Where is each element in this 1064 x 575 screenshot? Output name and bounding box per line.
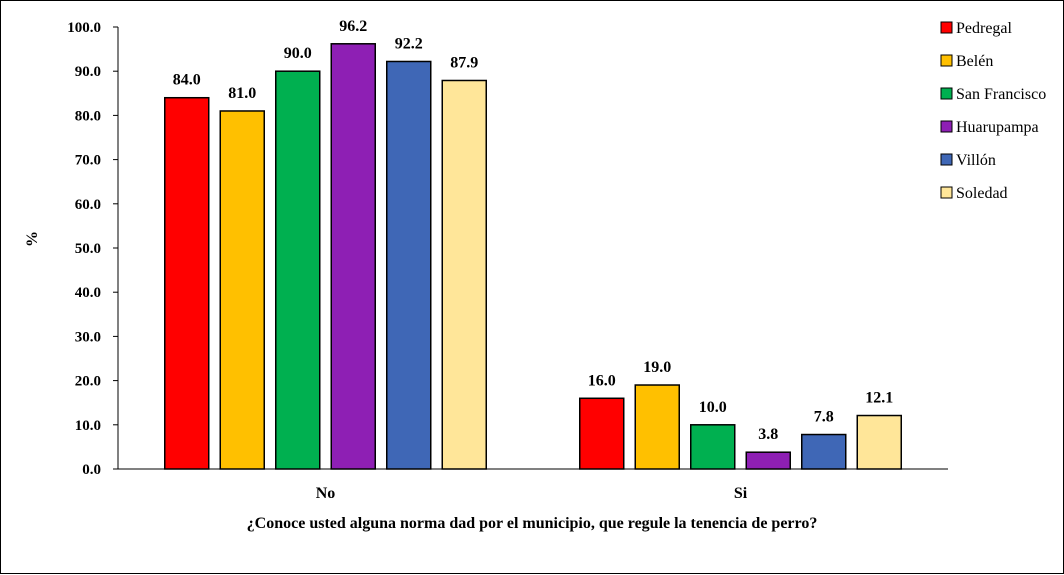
bar-si-3 bbox=[690, 424, 736, 470]
y-tick-label: 60.0 bbox=[75, 197, 101, 213]
y-tick-label: 90.0 bbox=[75, 64, 101, 80]
bar-no-5 bbox=[386, 60, 432, 470]
legend-swatch bbox=[940, 186, 953, 199]
data-label: 84.0 bbox=[173, 72, 201, 89]
legend-label: Huarupampa bbox=[956, 119, 1039, 136]
legend-label: Soledad bbox=[956, 185, 1008, 202]
data-label: 16.0 bbox=[588, 372, 616, 389]
x-axis-categories: No Si bbox=[316, 485, 748, 502]
y-axis-ticks: 0.0 10.0 20.0 30.0 40.0 50.0 60.0 70.0 80.0 90.0 1… bbox=[67, 20, 118, 478]
legend-label: Pedregal bbox=[956, 20, 1013, 37]
legend-swatch bbox=[940, 54, 953, 67]
bar-si-4 bbox=[745, 451, 791, 470]
legend-swatch bbox=[940, 87, 953, 100]
legend-item: Soledad bbox=[940, 185, 1008, 202]
y-tick-label: 40.0 bbox=[75, 285, 101, 301]
y-tick-label: 10.0 bbox=[75, 418, 101, 434]
data-label: 81.0 bbox=[228, 85, 256, 102]
bar-si-2 bbox=[634, 384, 680, 470]
legend-item: Huarupampa bbox=[940, 119, 1039, 136]
bar-si-5 bbox=[801, 433, 847, 470]
data-label: 3.8 bbox=[758, 426, 778, 443]
data-label: 19.0 bbox=[643, 359, 671, 376]
legend-swatch bbox=[940, 21, 953, 34]
legend-item: Belén bbox=[940, 53, 993, 70]
bar-no-1 bbox=[164, 96, 210, 470]
legend: Pedregal Belén San Francisco Huarupampa Vill… bbox=[940, 20, 1046, 202]
data-label: 90.0 bbox=[284, 45, 312, 62]
x-category-label: Si bbox=[734, 485, 748, 502]
y-tick-label: 0.0 bbox=[82, 462, 101, 478]
data-label: 12.1 bbox=[865, 390, 893, 407]
bar-si-1 bbox=[579, 397, 625, 470]
legend-label: San Francisco bbox=[956, 86, 1046, 103]
legend-item: San Francisco bbox=[940, 86, 1046, 103]
data-label: 96.2 bbox=[339, 18, 367, 35]
legend-label: Belén bbox=[956, 53, 993, 70]
bar-no-6 bbox=[441, 79, 487, 470]
legend-item: Pedregal bbox=[940, 20, 1013, 37]
data-label: 7.8 bbox=[814, 409, 834, 426]
y-tick-label: 30.0 bbox=[75, 329, 101, 345]
bars: 84.0 81.0 90.0 96.2 92.2 87.9 16.0 19.0 10.0 3.8 7… bbox=[164, 18, 902, 470]
bar-no-3 bbox=[275, 70, 321, 470]
bar-no-4 bbox=[330, 43, 376, 470]
y-tick-label: 80.0 bbox=[75, 108, 101, 124]
data-label: 92.2 bbox=[395, 35, 423, 52]
y-tick-label: 50.0 bbox=[75, 241, 101, 257]
bar-si-6 bbox=[856, 414, 902, 470]
legend-swatch bbox=[940, 120, 953, 133]
y-axis-label: % bbox=[24, 231, 41, 247]
data-label: 10.0 bbox=[699, 399, 727, 416]
x-category-label: No bbox=[316, 485, 336, 502]
legend-swatch bbox=[940, 153, 953, 166]
y-tick-label: 100.0 bbox=[67, 20, 101, 36]
y-tick-label: 70.0 bbox=[75, 153, 101, 169]
y-tick-label: 20.0 bbox=[75, 374, 101, 390]
bar-no-2 bbox=[219, 110, 265, 470]
data-label: 87.9 bbox=[450, 54, 478, 71]
legend-label: Villón bbox=[956, 152, 996, 169]
legend-item: Villón bbox=[940, 152, 996, 169]
x-axis-label: ¿Conoce usted alguna norma dad por el mu… bbox=[247, 515, 818, 532]
